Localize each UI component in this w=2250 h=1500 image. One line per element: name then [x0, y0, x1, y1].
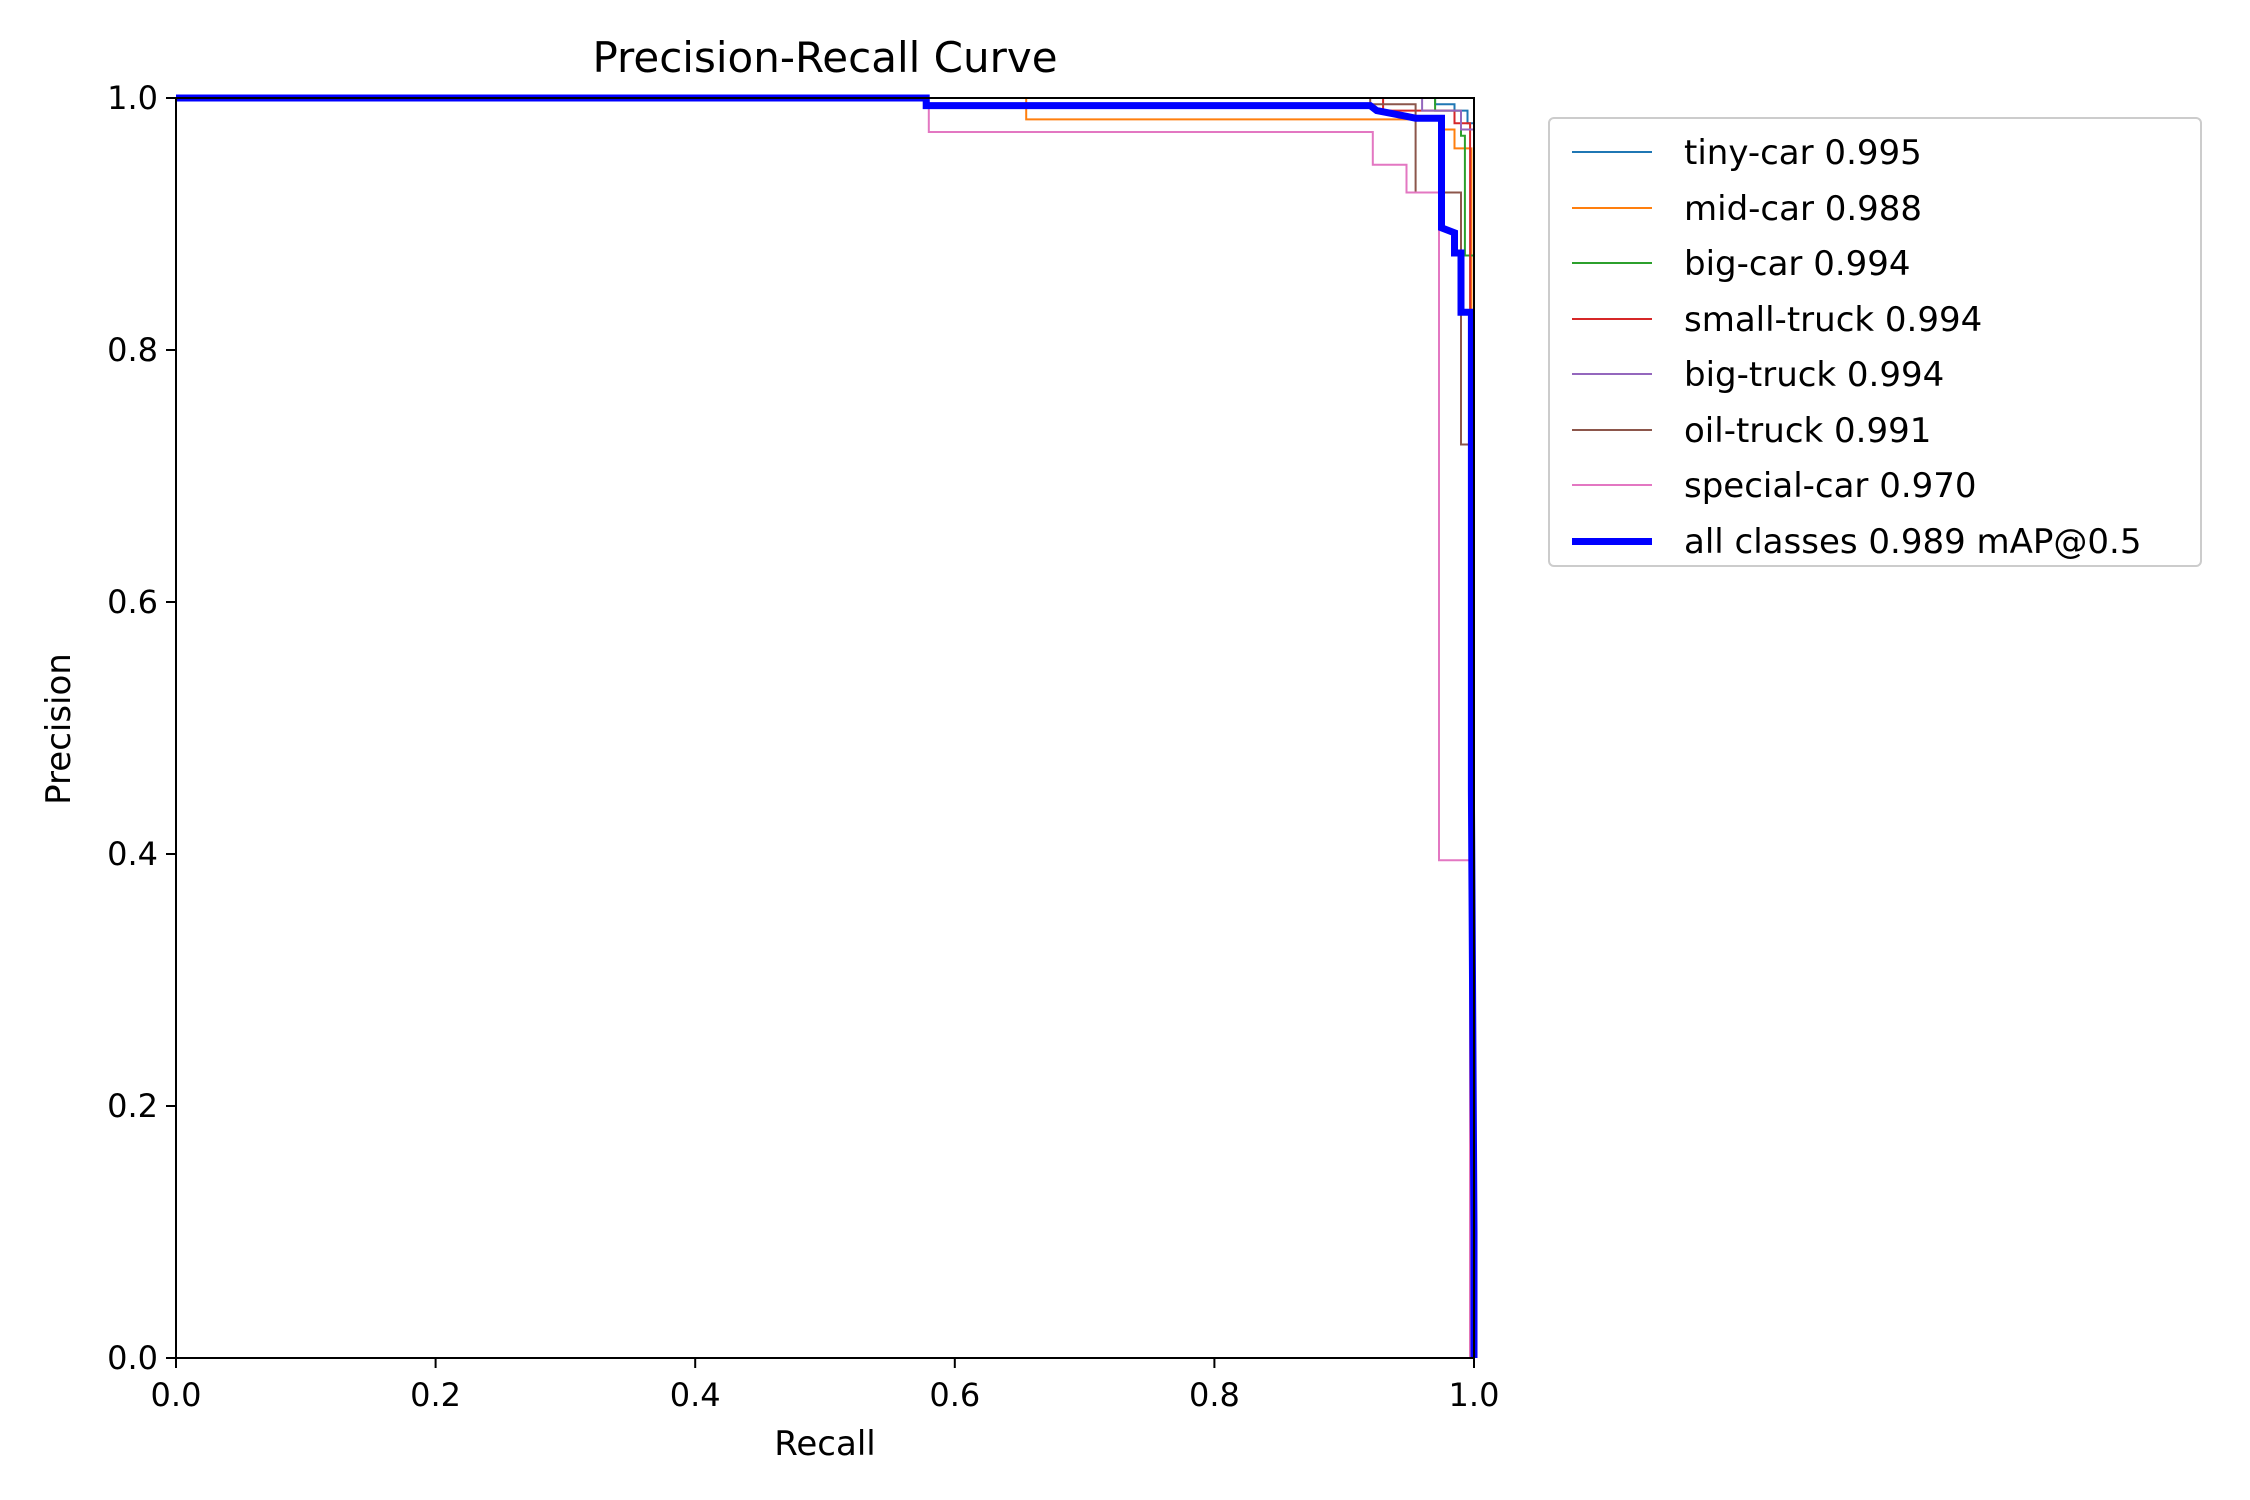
legend-swatch: [1572, 262, 1652, 264]
x-axis-label: Recall: [774, 1424, 875, 1464]
legend-swatch: [1572, 151, 1652, 153]
series-line-5: [176, 97, 1475, 1358]
y-axis-label: Precision: [39, 653, 79, 805]
series-line-2: [176, 97, 1475, 1358]
legend-label: mid-car 0.988: [1684, 188, 1923, 229]
legend-swatch: [1572, 206, 1652, 209]
legend-label: special-car 0.970: [1684, 466, 1977, 506]
legend-item: oil-truck 0.991: [1560, 409, 2200, 453]
x-tick-label: 1.0: [1449, 1376, 1500, 1414]
legend-swatch: [1572, 484, 1652, 486]
legend-label: oil-truck 0.991: [1684, 410, 1932, 451]
legend-label: big-truck 0.994: [1684, 355, 1945, 395]
legend-item: all classes 0.989 mAP@0.5: [1560, 520, 2200, 564]
legend-swatch: [1572, 428, 1652, 431]
legend-item: big-car 0.994: [1560, 242, 2200, 286]
series-line-1: [176, 97, 1473, 1358]
series-line-6: [176, 97, 1472, 1358]
x-tick-label: 0.6: [929, 1376, 980, 1414]
legend-label: big-car 0.994: [1684, 244, 1911, 284]
series-line-0: [176, 97, 1475, 1358]
series-line-7: [176, 94, 1478, 1358]
legend-label: small-truck 0.994: [1684, 299, 1983, 340]
y-tick-label: 0.2: [107, 1087, 158, 1125]
legend-item: big-truck 0.994: [1560, 353, 2200, 397]
y-tick-label: 0.8: [107, 331, 158, 369]
x-tick-label: 0.0: [151, 1376, 202, 1414]
y-tick-label: 0.4: [107, 835, 158, 873]
x-tick-label: 0.4: [670, 1376, 721, 1414]
legend-label: all classes 0.989 mAP@0.5: [1684, 521, 2142, 562]
legend-item: small-truck 0.994: [1560, 298, 2200, 342]
series-line-4: [176, 97, 1475, 1358]
x-tick-label: 0.8: [1189, 1376, 1240, 1414]
series-line-3: [176, 97, 1472, 1358]
legend-swatch: [1572, 317, 1652, 320]
legend: tiny-car 0.995 mid-car 0.988 big-car 0.994…: [1548, 117, 2202, 567]
legend-item: mid-car 0.988: [1560, 187, 2200, 231]
y-tick-label: 0.0: [107, 1339, 158, 1377]
y-tick-label: 0.6: [107, 583, 158, 621]
chart-title: Precision-Recall Curve: [592, 33, 1057, 82]
plot-frame: [175, 97, 1475, 1359]
legend-item: tiny-car 0.995: [1560, 131, 2200, 175]
x-tick-label: 0.2: [410, 1376, 461, 1414]
legend-label: tiny-car 0.995: [1684, 133, 1922, 173]
y-tick-label: 1.0: [107, 79, 158, 117]
legend-item: special-car 0.970: [1560, 464, 2200, 508]
legend-swatch: [1572, 373, 1652, 375]
legend-swatch: [1572, 537, 1652, 545]
